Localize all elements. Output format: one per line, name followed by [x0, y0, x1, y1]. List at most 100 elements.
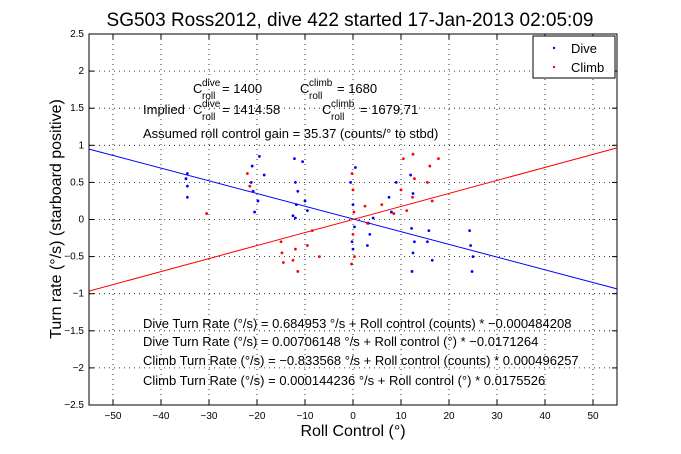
annotation-implied-dive: Implied C dive roll = 1414.58: [143, 99, 280, 123]
climb-data-point: [430, 199, 434, 203]
x-tick-label: 0: [350, 411, 356, 422]
climb-data-point: [280, 251, 284, 255]
dive-data-point: [294, 216, 297, 220]
implied-dive-sub: roll: [202, 112, 215, 123]
y-tick-label: 0: [78, 215, 84, 226]
climb-data-point: [402, 157, 405, 161]
dive-data-point: [411, 192, 415, 195]
legend-dive-label: Dive: [571, 41, 597, 56]
equation-dive-counts: Dive Turn Rate (°/s) = 0.684953 °/s + Ro…: [143, 316, 571, 331]
equation-dive-degrees: Dive Turn Rate (°/s) = 0.00706148 °/s + …: [143, 334, 538, 349]
dive-data-point: [410, 227, 413, 230]
climb-data-point: [399, 188, 403, 192]
dive-data-point: [413, 240, 416, 244]
implied-dive-value: = 1414.58: [222, 102, 280, 117]
fit-lines: [88, 147, 618, 292]
implied-climb-symbol: C: [322, 102, 331, 117]
climb-data-point: [411, 152, 415, 156]
legend-dive-marker: [552, 46, 556, 50]
dive-data-point: [306, 209, 309, 212]
annotation-implied-climb: C climb roll = 1679.71: [322, 99, 418, 123]
c-roll-dive-sub: roll: [202, 91, 215, 102]
dive-data-point: [294, 203, 298, 207]
x-tick-label: −40: [153, 411, 170, 422]
chart-title: SG503 Ross2012, dive 422 started 17-Jan-…: [107, 10, 594, 31]
climb-data-point: [310, 229, 314, 233]
dive-data-point: [351, 247, 355, 251]
dive-data-point: [184, 177, 188, 181]
dive-data-point: [256, 199, 260, 203]
dive-data-point: [353, 225, 356, 229]
climb-data-point: [248, 184, 252, 188]
dive-data-point: [427, 229, 431, 233]
dive-data-point: [186, 195, 189, 199]
dive-data-point: [253, 210, 256, 214]
dive-data-point: [249, 181, 253, 184]
y-tick-label: 2: [78, 66, 84, 77]
dive-data-point: [411, 251, 415, 255]
climb-data-point: [428, 164, 432, 168]
y-tick-label: 1: [78, 140, 84, 151]
annotation-c-roll-dive: C dive roll = 1400: [193, 78, 262, 102]
c-roll-dive-sup: dive: [202, 78, 221, 89]
x-tick-label: 30: [491, 411, 503, 422]
climb-data-point: [392, 212, 396, 215]
dive-data-point: [294, 181, 297, 184]
y-tick-label: −1.5: [64, 326, 84, 337]
legend-climb-marker: [552, 65, 556, 69]
climb-data-point: [352, 210, 356, 214]
dive-data-point: [468, 229, 472, 233]
dive-data-point: [296, 189, 300, 193]
climb-data-point: [351, 188, 355, 192]
dive-data-point: [350, 240, 354, 244]
dive-data-point: [303, 199, 307, 203]
dive-data-point: [426, 240, 429, 244]
climb-data-point: [380, 203, 384, 207]
x-axis-label: Roll Control (°): [300, 423, 405, 440]
legend: Dive Climb: [532, 35, 616, 79]
y-tick-label: 1.5: [70, 103, 84, 114]
dive-data-point: [469, 244, 472, 247]
equation-climb-degrees: Climb Turn Rate (°/s) = 0.000144236 °/s …: [143, 373, 545, 388]
dive-data-point: [262, 173, 266, 177]
dive-data-point: [349, 181, 352, 184]
c-roll-climb-sub: roll: [309, 91, 322, 102]
legend-box: [532, 35, 616, 79]
climb-data-point: [350, 262, 353, 266]
c-roll-climb-symbol: C: [300, 81, 309, 96]
climb-data-point: [291, 258, 295, 262]
x-tick-label: −10: [297, 411, 314, 422]
c-roll-dive-value: = 1400: [222, 81, 262, 96]
implied-climb-sub: roll: [331, 112, 344, 123]
climb-data-point: [351, 232, 355, 236]
dive-data-point: [409, 173, 412, 177]
dive-data-point: [371, 216, 375, 220]
climb-data-point: [411, 195, 414, 199]
climb-data-point: [366, 221, 369, 225]
dive-data-point: [293, 157, 296, 161]
dive-data-point: [470, 270, 474, 273]
y-tick-label: −2: [73, 363, 85, 374]
equation-climb-counts: Climb Turn Rate (°/s) = −0.833568 °/s + …: [143, 353, 579, 368]
annotation-c-roll-climb: C climb roll = 1680: [300, 78, 377, 102]
dive-data-point: [250, 164, 254, 168]
data-points: [184, 152, 475, 273]
climb-data-point: [413, 177, 416, 181]
c-roll-dive-symbol: C: [193, 81, 202, 96]
dive-data-point: [366, 244, 369, 247]
x-tick-label: 10: [395, 411, 407, 422]
climb-data-point: [405, 209, 409, 212]
legend-climb-label: Climb: [571, 60, 604, 75]
dive-data-point: [354, 166, 357, 169]
dive-data-point: [387, 195, 391, 199]
dive-data-point: [186, 184, 189, 188]
climb-data-point: [437, 157, 440, 161]
y-axis-label: Turn rate (°/s) (starboard positive): [48, 99, 65, 339]
implied-dive-sup: dive: [202, 99, 221, 110]
climb-data-point: [353, 255, 356, 258]
climb-data-point: [205, 212, 209, 215]
x-tick-label: −20: [249, 411, 266, 422]
climb-data-point: [282, 261, 285, 264]
x-tick-label: 40: [539, 411, 551, 422]
climb-data-point: [296, 270, 300, 273]
